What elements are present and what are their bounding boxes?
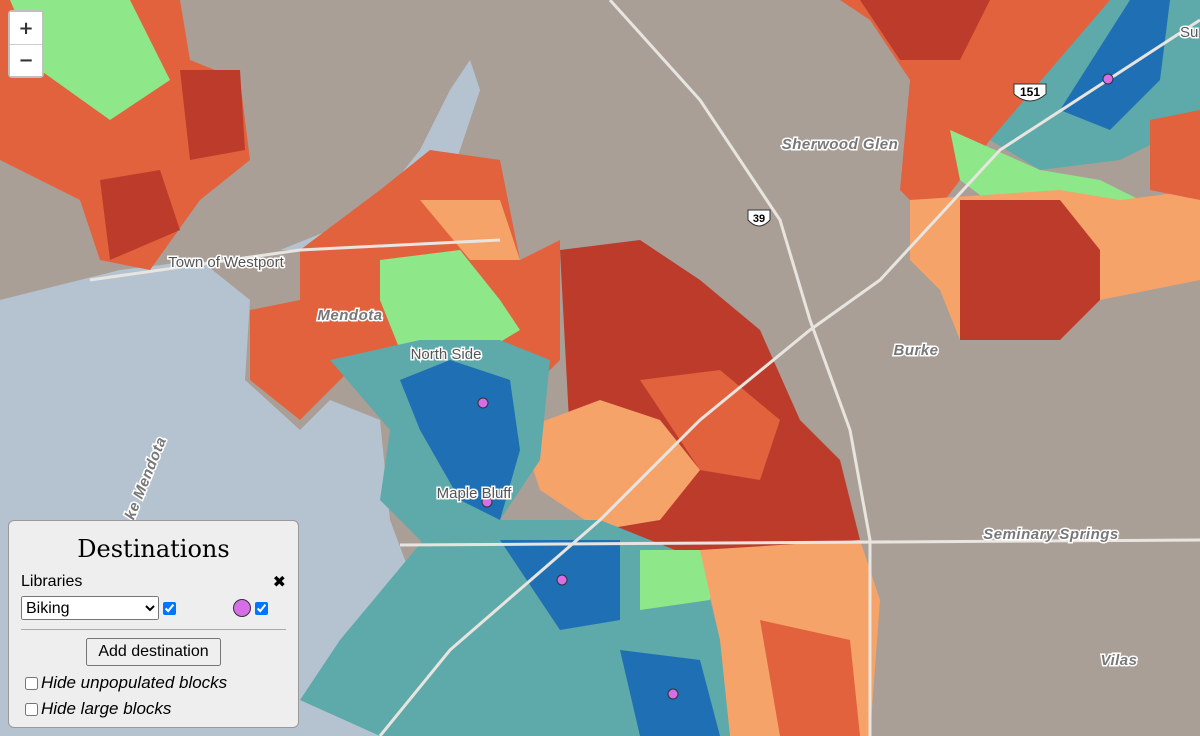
place-label: Mendota [317, 307, 382, 324]
road-shield: 151 [1013, 83, 1047, 102]
road-shield: 39 [747, 209, 771, 227]
marker-checkbox[interactable] [255, 601, 268, 615]
option-checkbox[interactable] [25, 702, 38, 716]
option[interactable]: Hide large blocks [21, 696, 286, 722]
marker-swatch[interactable] [233, 599, 251, 617]
destination-header: Libraries ✖ [21, 569, 286, 595]
place-label: Town of Westport [168, 254, 284, 271]
option-checkbox[interactable] [25, 676, 38, 690]
roads [89, 0, 1200, 736]
place-label: Seminary Springs [983, 526, 1119, 543]
option[interactable]: Hide unpopulated blocks [21, 670, 286, 696]
library-markers [477, 73, 1114, 700]
place-label: North Side [411, 346, 482, 363]
place-label: Su [1180, 24, 1198, 41]
divider [21, 629, 286, 630]
shield-label: 39 [753, 213, 765, 225]
remove-button[interactable]: ✖ [272, 574, 286, 591]
zoom-control: + − [8, 10, 44, 78]
zoom-in[interactable]: + [10, 12, 42, 44]
destinations-panel: Destinations Libraries ✖ Biking Add dest… [8, 520, 299, 728]
shield-label: 151 [1020, 85, 1040, 99]
mode-checkbox[interactable] [163, 601, 176, 615]
place-label: Maple Bluff [437, 485, 513, 502]
place-label: Vilas [1101, 652, 1138, 669]
destination-controls: Biking [21, 595, 286, 621]
destination-name: Libraries [21, 573, 83, 590]
panel-title: Destinations [77, 535, 230, 563]
add-destination[interactable]: Add destination [86, 638, 221, 666]
zoom-out[interactable]: − [10, 44, 42, 76]
option-label: Hide unpopulated blocks [41, 673, 228, 692]
place-label: Sherwood Glen [782, 136, 899, 153]
mode-select[interactable]: Biking [21, 596, 159, 620]
option-label: Hide large blocks [41, 699, 172, 718]
place-label: Burke [893, 342, 938, 359]
